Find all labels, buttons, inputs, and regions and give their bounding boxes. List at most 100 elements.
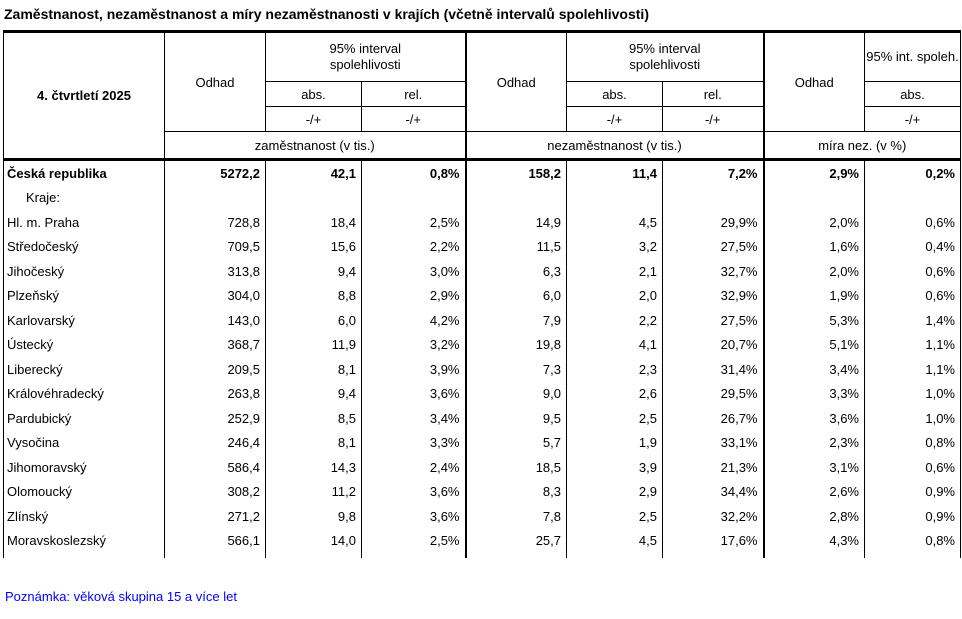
header-rel-unemployment: rel. <box>662 81 764 107</box>
value-cell: 17,6% <box>662 528 764 553</box>
header-rel-employment: rel. <box>361 81 466 107</box>
value-cell: 586,4 <box>164 455 266 480</box>
table-bottom-filler <box>3 553 961 558</box>
value-cell: 7,3 <box>464 357 567 382</box>
header-interval-rate: 95% int. spoleh. <box>864 30 961 82</box>
value-cell: 14,3 <box>265 455 362 480</box>
value-cell: 246,4 <box>164 430 266 455</box>
header-measure-unemployment: nezaměstnanost (v tis.) <box>464 131 764 161</box>
value-cell: 313,8 <box>164 259 266 284</box>
region-label: Vysočina <box>3 430 165 455</box>
value-cell: 3,6% <box>762 406 865 431</box>
value-cell: 6,0 <box>464 283 567 308</box>
table-row: Kraje: <box>3 185 961 210</box>
value-cell: 11,9 <box>265 332 362 357</box>
value-cell: 2,3 <box>566 357 663 382</box>
value-cell: 25,7 <box>464 528 567 553</box>
table-row: Ústecký 368,7 11,9 3,2% 19,8 4,1 20,7% 5,1% 1,1% <box>3 332 961 357</box>
header-interval-unemployment-label: 95% interval spolehlivosti <box>628 41 701 72</box>
table-row: Hl. m. Praha 728,8 18,4 2,5% 14,9 4,5 29,9% 2,0… <box>3 210 961 235</box>
value-cell: 1,1% <box>864 357 961 382</box>
value-cell: 2,5 <box>566 504 663 529</box>
value-cell: 29,9% <box>662 210 764 235</box>
table-row: Karlovarský 143,0 6,0 4,2% 7,9 2,2 27,5% 5,3% 1,… <box>3 308 961 333</box>
header-interval-rate-label: 95% int. spoleh. <box>866 49 959 64</box>
value-cell: 32,2% <box>662 504 764 529</box>
value-cell: 9,0 <box>464 381 567 406</box>
region-label: Středočeský <box>3 234 165 259</box>
header-abs-employment: abs. <box>265 81 362 107</box>
value-cell: 14,9 <box>464 210 567 235</box>
value-cell: 8,8 <box>265 283 362 308</box>
filler-cell <box>566 553 663 558</box>
filler-cell <box>762 553 865 558</box>
value-cell: 8,1 <box>265 357 362 382</box>
value-cell: 9,8 <box>265 504 362 529</box>
value-cell: 7,9 <box>464 308 567 333</box>
value-cell: 27,5% <box>662 308 764 333</box>
region-label: Zlínský <box>3 504 165 529</box>
statistics-table: 4. čtvrtletí 2025 Odhad 95% interval spo… <box>3 30 961 558</box>
value-cell: 263,8 <box>164 381 266 406</box>
value-cell: 14,0 <box>265 528 362 553</box>
value-cell <box>566 185 663 210</box>
value-cell: 3,6% <box>361 504 466 529</box>
value-cell: 0,6% <box>864 259 961 284</box>
value-cell: 15,6 <box>265 234 362 259</box>
header-abs-rate: abs. <box>864 81 961 107</box>
value-cell: 20,7% <box>662 332 764 357</box>
value-cell: 1,6% <box>762 234 865 259</box>
value-cell: 11,2 <box>265 479 362 504</box>
table-row: Moravskoslezský 566,1 14,0 2,5% 25,7 4,5 17,6%… <box>3 528 961 553</box>
value-cell: 3,4% <box>762 357 865 382</box>
header-pm-rel-unemployment: -/+ <box>662 106 764 132</box>
value-cell: 0,6% <box>864 210 961 235</box>
value-cell: 252,9 <box>164 406 266 431</box>
value-cell <box>265 185 362 210</box>
region-label: Pardubický <box>3 406 165 431</box>
table-row: Jihomoravský 586,4 14,3 2,4% 18,5 3,9 21,3% 3,1… <box>3 455 961 480</box>
region-label: Ústecký <box>3 332 165 357</box>
value-cell: 3,1% <box>762 455 865 480</box>
value-cell: 143,0 <box>164 308 266 333</box>
region-label: Plzeňský <box>3 283 165 308</box>
header-estimate-employment: Odhad <box>164 30 266 132</box>
value-cell: 8,3 <box>464 479 567 504</box>
value-cell: 2,0 <box>566 283 663 308</box>
table-row: Jihočeský 313,8 9,4 3,0% 6,3 2,1 32,7% 2,0% 0,6% <box>3 259 961 284</box>
value-cell: 2,5 <box>566 406 663 431</box>
value-cell: 3,2 <box>566 234 663 259</box>
value-cell: 9,5 <box>464 406 567 431</box>
value-cell: 21,3% <box>662 455 764 480</box>
header-estimate-unemployment: Odhad <box>464 30 567 132</box>
region-label: Olomoucký <box>3 479 165 504</box>
value-cell: 2,3% <box>762 430 865 455</box>
value-cell: 27,5% <box>662 234 764 259</box>
filler-cell <box>361 553 466 558</box>
region-label: Karlovarský <box>3 308 165 333</box>
value-cell: 728,8 <box>164 210 266 235</box>
filler-cell <box>464 553 567 558</box>
header-interval-employment: 95% interval spolehlivosti <box>265 30 466 82</box>
value-cell: 3,6% <box>361 479 466 504</box>
value-cell: 2,1 <box>566 259 663 284</box>
value-cell: 3,0% <box>361 259 466 284</box>
value-cell: 209,5 <box>164 357 266 382</box>
table-row: Středočeský 709,5 15,6 2,2% 11,5 3,2 27,5% 1,6%… <box>3 234 961 259</box>
value-cell: 566,1 <box>164 528 266 553</box>
value-cell: 2,9 <box>566 479 663 504</box>
table-body: Česká republika 5272,2 42,1 0,8% 158,2 11,4 7,… <box>3 159 961 558</box>
value-cell: 4,5 <box>566 528 663 553</box>
value-cell: 26,7% <box>662 406 764 431</box>
value-cell: 0,8% <box>864 430 961 455</box>
value-cell: 3,3% <box>762 381 865 406</box>
value-cell: 18,4 <box>265 210 362 235</box>
value-cell: 271,2 <box>164 504 266 529</box>
value-cell: 1,4% <box>864 308 961 333</box>
value-cell: 6,0 <box>265 308 362 333</box>
table-row: Pardubický 252,9 8,5 3,4% 9,5 2,5 26,7% 3,6% 1,0… <box>3 406 961 431</box>
value-cell: 31,4% <box>662 357 764 382</box>
filler-cell <box>164 553 266 558</box>
value-cell: 0,9% <box>864 504 961 529</box>
value-cell: 2,9% <box>361 283 466 308</box>
